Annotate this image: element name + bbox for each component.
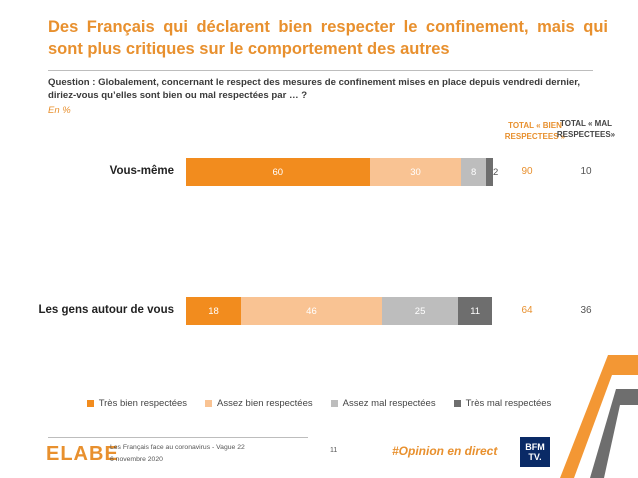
row-label: Les gens autour de vous xyxy=(38,304,174,316)
bar-segment: 30 xyxy=(369,158,462,186)
legend-entry: Très bien respectées xyxy=(86,398,188,409)
total-bien-value: 64 xyxy=(521,305,533,316)
bfm-logo-bottom: TV. xyxy=(528,452,542,462)
column-header-mal: TOTAL « MAL RESPECTEES» xyxy=(556,119,616,139)
title-divider xyxy=(48,70,593,71)
bar-segment: 2 xyxy=(485,158,498,186)
legend-label: Très mal respectées xyxy=(465,398,552,409)
legend-swatch xyxy=(86,400,94,407)
date-note: 6 novembre 2020 xyxy=(110,456,163,463)
legend-entry: Très mal respectées xyxy=(453,398,552,409)
legend-swatch xyxy=(205,400,213,407)
page-number: 11 xyxy=(330,447,338,454)
hashtag: #Opinion en direct xyxy=(392,444,498,458)
page-title: Des Français qui déclarent bien respecte… xyxy=(48,18,608,58)
legend-label: Assez mal respectées xyxy=(342,398,436,409)
total-mal-value: 10 xyxy=(580,166,592,177)
legend-swatch xyxy=(330,400,338,407)
legend-entry: Assez bien respectées xyxy=(205,398,313,409)
bar-segment: 46 xyxy=(241,297,382,325)
bfm-tv-logo: BFM TV. xyxy=(520,437,550,467)
stacked-bar: 18 46 25 11 xyxy=(186,297,492,325)
bar-segment: 25 xyxy=(381,297,459,325)
question-text: Question : Globalement, concernant le re… xyxy=(48,77,581,101)
total-mal-value: 36 xyxy=(580,305,592,316)
total-bien-value: 90 xyxy=(521,166,533,177)
legend-entry: Assez mal respectées xyxy=(330,398,436,409)
bar-segment: 11 xyxy=(458,297,492,325)
elabe-logo: ELABE xyxy=(46,443,119,465)
legend-label: Très bien respectées xyxy=(98,398,188,409)
bar-segment: 18 xyxy=(186,297,242,325)
bar-segment: 60 xyxy=(186,158,370,186)
source-note: Les Français face au coronavirus - Vague… xyxy=(110,444,245,451)
decorative-a-logo-icon xyxy=(560,355,638,478)
column-header-bien: TOTAL « BIEN RESPECTEES » xyxy=(504,121,566,141)
legend-swatch xyxy=(453,400,461,407)
chart-legend: Très bien respectées Assez bien respectée… xyxy=(0,398,638,409)
footer-divider xyxy=(48,437,308,438)
legend-label: Assez bien respectées xyxy=(217,398,313,409)
bar-segment: 8 xyxy=(461,158,486,186)
row-label: Vous-même xyxy=(109,165,174,177)
bfm-logo-top: BFM xyxy=(525,442,545,452)
stacked-bar: 60 30 8 2 xyxy=(186,158,498,186)
unit-label: En % xyxy=(48,105,71,116)
